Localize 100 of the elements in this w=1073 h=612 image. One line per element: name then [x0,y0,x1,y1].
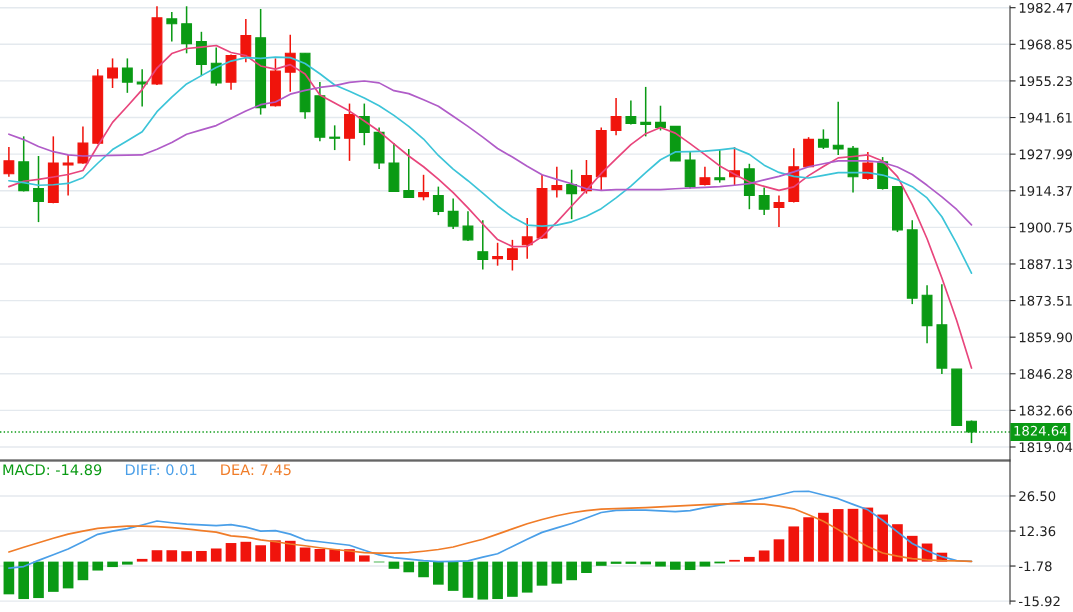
candlestick [136,68,148,108]
bar [92,561,104,571]
bar [521,561,533,593]
bar [388,561,400,569]
bar [358,555,370,562]
bar [299,547,311,562]
bar [196,550,207,562]
y-tick-label: 1955.23 [1019,76,1072,87]
bar [832,509,844,562]
y-tick-label: 1941.61 [1019,112,1072,123]
candlestick [418,174,429,202]
candlestick [77,125,89,165]
y-tick-label: 1859.90 [1019,332,1073,343]
bar [877,514,888,562]
bar [847,508,859,562]
candlestick [107,57,118,89]
candlestick [432,185,444,216]
candlestick [492,242,504,267]
candlestick [181,6,193,55]
bar [462,561,474,598]
bar [581,561,592,574]
candlestick [655,104,666,132]
bar [744,556,755,562]
candlestick [166,11,178,43]
candlestick [447,197,459,230]
candlestick [566,168,578,220]
bar [566,561,577,581]
bar [403,561,415,573]
bar [536,561,548,586]
y-tick-label: 1914.37 [1019,185,1072,196]
candlestick [121,57,133,94]
candlestick [358,102,370,147]
annotation: DIFF: 0.01 [125,464,197,476]
candlestick [640,86,652,138]
bar [433,561,444,585]
bar [47,561,59,592]
bar [62,561,74,589]
y-tick-label: 1873.51 [1019,295,1072,306]
candlestick [773,194,785,228]
candlestick [195,31,207,77]
bar [240,541,252,562]
y-tick-label: -1.78 [1018,561,1052,572]
bar [595,561,607,566]
bar [314,548,326,562]
bar [477,561,489,600]
bar [788,526,800,562]
candlestick [403,148,415,199]
bar [210,548,222,562]
candlestick [610,97,622,137]
bar [492,561,503,600]
bar [136,558,148,562]
candlestick [521,217,533,260]
candlestick [210,46,222,87]
candlestick [3,146,15,178]
bar [122,561,133,565]
bar [773,539,785,562]
bar [284,540,296,562]
candlestick [625,99,637,126]
y-tick-label: -15.92 [1018,596,1060,607]
bar [818,512,829,562]
bar [803,517,814,562]
bar [551,561,563,584]
candlestick [758,186,770,216]
candlestick [862,151,874,181]
bar [18,561,30,600]
candlestick [62,154,74,197]
candlestick [551,165,563,199]
y-tick-label: 1982.47 [1019,2,1072,13]
bar [669,561,681,570]
bar [33,561,44,599]
y-tick-label: 1846.28 [1019,368,1072,379]
bar [655,561,666,567]
annotation: MACD: -14.89 [3,464,102,476]
ref-line-label: 1824.64 [1014,425,1067,436]
candlestick [240,18,252,63]
bar [329,549,341,562]
annotation: DEA: 7.45 [221,464,291,476]
y-tick-label: 1887.13 [1019,259,1072,270]
line-series [8,502,973,563]
bar [77,561,89,581]
y-tick-label: 26.50 [1019,491,1056,502]
bar [255,545,266,562]
y-tick-label: 12.36 [1019,526,1056,537]
candlestick [817,128,829,150]
candlestick [506,239,518,272]
bar [447,561,459,591]
line-series [8,80,973,226]
candlestick [329,124,341,151]
y-tick-label: 1968.85 [1019,39,1072,50]
bar [699,561,711,567]
y-tick-label: 1900.75 [1019,222,1072,233]
candlestick [344,102,355,162]
candlestick [462,210,474,242]
bar [225,543,237,562]
bar [166,550,178,562]
bar [862,507,874,562]
bar [270,540,281,562]
bar [507,561,518,597]
bar [181,551,192,562]
y-tick-label: 1927.99 [1019,149,1072,160]
